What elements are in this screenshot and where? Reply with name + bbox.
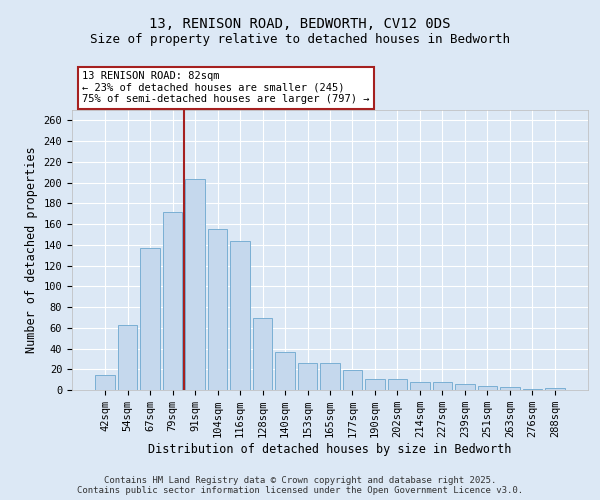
Bar <box>320 363 340 390</box>
Bar <box>298 363 317 390</box>
Bar <box>365 378 385 390</box>
Bar <box>230 240 250 390</box>
Text: 13 RENISON ROAD: 82sqm
← 23% of detached houses are smaller (245)
75% of semi-de: 13 RENISON ROAD: 82sqm ← 23% of detached… <box>82 71 370 104</box>
Bar <box>118 324 137 390</box>
Bar <box>95 376 115 390</box>
Bar <box>163 212 182 390</box>
Bar <box>455 384 475 390</box>
Y-axis label: Number of detached properties: Number of detached properties <box>25 146 38 354</box>
Bar <box>523 389 542 390</box>
Bar <box>545 388 565 390</box>
Bar <box>275 352 295 390</box>
Bar <box>500 387 520 390</box>
Text: Contains HM Land Registry data © Crown copyright and database right 2025.
Contai: Contains HM Land Registry data © Crown c… <box>77 476 523 495</box>
X-axis label: Distribution of detached houses by size in Bedworth: Distribution of detached houses by size … <box>148 443 512 456</box>
Bar <box>185 180 205 390</box>
Bar <box>410 382 430 390</box>
Bar <box>433 382 452 390</box>
Bar <box>208 230 227 390</box>
Bar <box>478 386 497 390</box>
Bar <box>140 248 160 390</box>
Bar <box>253 318 272 390</box>
Bar <box>388 378 407 390</box>
Text: 13, RENISON ROAD, BEDWORTH, CV12 0DS: 13, RENISON ROAD, BEDWORTH, CV12 0DS <box>149 18 451 32</box>
Bar <box>343 370 362 390</box>
Text: Size of property relative to detached houses in Bedworth: Size of property relative to detached ho… <box>90 32 510 46</box>
